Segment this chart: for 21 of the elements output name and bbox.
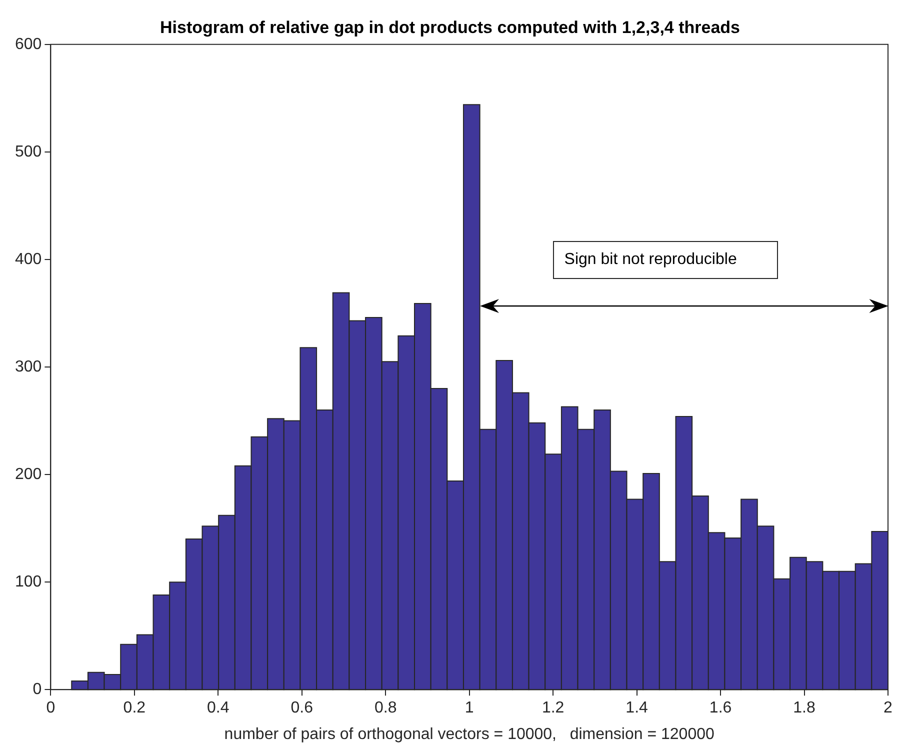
x-tick-label: 1.6 — [709, 700, 732, 717]
x-tick-label: 0.6 — [290, 700, 314, 717]
x-tick-label: 0.4 — [207, 700, 230, 717]
x-tick-label: 0.8 — [374, 700, 397, 717]
x-tick-label: 1 — [464, 700, 474, 717]
x-tick-label: 1.8 — [793, 700, 816, 717]
x-tick-label: 0 — [46, 700, 56, 717]
x-tick-label: 1.2 — [542, 700, 564, 717]
x-tick-label: 2 — [884, 700, 893, 717]
y-tick-label: 200 — [14, 466, 42, 483]
y-tick-label: 300 — [14, 358, 42, 376]
y-tick-label: 100 — [14, 573, 42, 590]
chart-title: Histogram of relative gap in dot products computed with 1,2,3,4 threads — [160, 18, 740, 37]
note-box: Sign bit not reproducible — [553, 241, 778, 280]
x-tick-label: 1.4 — [626, 700, 648, 717]
y-tick-label: 500 — [14, 143, 42, 160]
y-tick-label: 0 — [32, 681, 42, 698]
y-tick-label: 600 — [14, 36, 42, 53]
y-tick-label: 400 — [14, 250, 42, 268]
x-axis-title: number of pairs of orthogonal vectors = 10000, dimension = 120000 — [224, 726, 714, 743]
x-tick-label: 0.2 — [123, 700, 146, 717]
